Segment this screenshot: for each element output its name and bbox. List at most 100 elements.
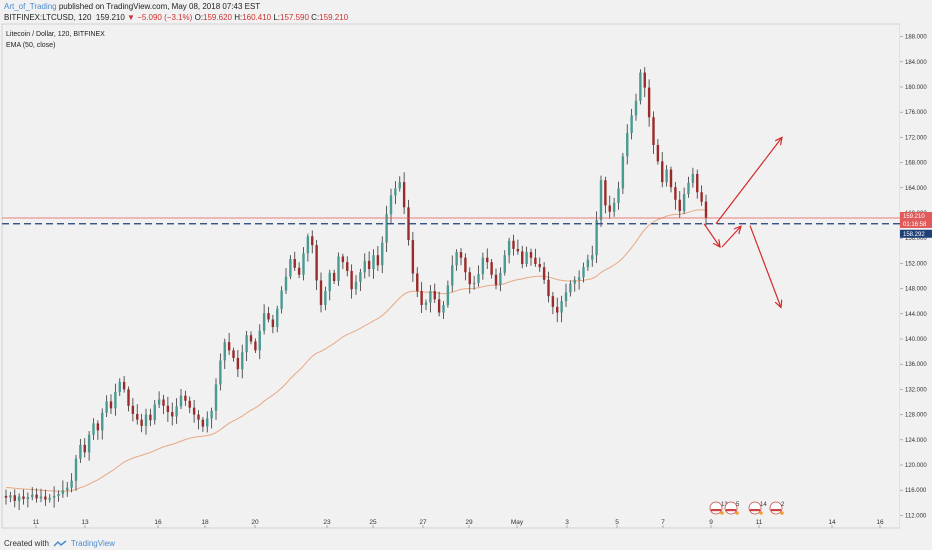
candle-body [507,240,511,256]
candle-body [241,352,244,370]
candle-body [61,490,65,494]
candle-body [306,236,310,254]
candle-body [503,255,506,273]
time-tick-label: 16 [876,519,884,526]
candle-body [582,267,585,278]
candle-body [429,291,432,303]
candle-body [280,290,283,309]
price-axis[interactable]: 112.000 116.000 120.000 124.000 128.000 132.0… [900,24,932,528]
candle-body [665,169,668,183]
close-label: C: [311,13,320,22]
ema-line-group [5,209,707,492]
last-price-label: 159.210 [903,214,925,220]
price-tick-label: 148.000 [905,287,927,293]
price-tick-label: 116.000 [905,488,927,494]
candle-body [372,255,375,270]
candle-body [433,291,436,300]
time-tick-label: 7 [661,519,665,526]
time-tick-label: 23 [323,519,331,526]
event-count: 2 [781,502,785,508]
event-dot [759,511,763,515]
candle-body [661,161,664,183]
candle-body [512,240,515,249]
candle-body [494,274,498,285]
author-link[interactable]: Art_of_Trading [4,2,57,11]
candle-body [389,195,393,215]
candle-body [122,381,126,390]
candle-body [424,302,428,305]
candle-body [354,281,358,290]
candle-body [302,253,305,275]
event-dot [735,511,739,515]
candle-body [437,299,441,313]
candle-body [166,405,170,413]
candle-body [394,188,397,196]
candle-body [468,272,471,285]
candle-body [599,180,603,220]
candle-body [101,412,104,431]
footer: Created with TradingView [4,539,115,548]
projection-arrows [703,137,782,307]
candle-body [227,342,231,351]
candle-body [674,187,677,200]
candle-body [704,201,708,219]
candle-body [643,72,646,88]
candle-body [696,173,699,193]
candle-body [249,335,253,342]
time-tick-label: 27 [419,519,427,526]
candle-body [459,252,463,258]
high-value: 160.410 [242,13,272,22]
event-dot [780,511,784,515]
retest-arrow [721,226,741,248]
candle-body [621,156,625,189]
candle-body [652,117,655,145]
candle-body [57,493,60,496]
price-tick-label: 140.000 [905,337,927,343]
candle-body [289,258,292,277]
price-tick-label: 188.000 [905,35,927,41]
time-tick-label: 29 [465,519,473,526]
candle-body [626,132,629,157]
economic-events[interactable]: 13 5 14 2 [709,501,785,515]
bullish-projection-arrow [715,137,782,225]
candle-body [407,207,410,241]
price-tick-label: 172.000 [905,135,927,141]
candle-body [346,262,349,271]
time-tick-label: 5 [615,519,619,526]
price-tick-label: 164.000 [905,186,927,192]
candle-body [332,272,336,282]
candle-body [153,404,156,421]
candle-body [39,496,43,499]
last-price-label-bg [900,211,932,220]
candle-body [184,395,187,401]
candle-body [114,391,117,409]
candle-body [223,342,226,361]
candle-body [411,240,415,274]
event-count: 5 [736,502,740,508]
tradingview-brand[interactable]: TradingView [70,539,115,548]
candle-body [529,252,533,258]
candle-body [197,414,200,420]
flag-stripe [711,509,721,512]
price-tick-label: 120.000 [905,463,927,469]
candle-body [367,260,371,270]
low-value: 157.590 [280,13,309,22]
candle-body [591,255,594,260]
candles-group [4,67,708,511]
candle-body [44,496,47,500]
candle-body [573,279,576,284]
candle-body [311,236,314,246]
price-tick-label: 152.000 [905,261,927,267]
candle-body [398,182,401,189]
time-tick-label: 11 [756,519,763,526]
candle-body [669,169,673,188]
event-count: 14 [760,502,767,508]
time-axis[interactable]: 11 13 16 18 20 23 25 27 29 May 3 5 7 9 11 14 16 [33,519,884,528]
event-dot [720,511,724,515]
candle-body [556,306,559,313]
candle-body [293,258,296,268]
legend-indicator: EMA (50, close) [6,42,55,49]
time-tick-label: 13 [81,519,89,526]
legend-title: Litecoin / Dollar, 120, BITFINEX [6,31,105,38]
